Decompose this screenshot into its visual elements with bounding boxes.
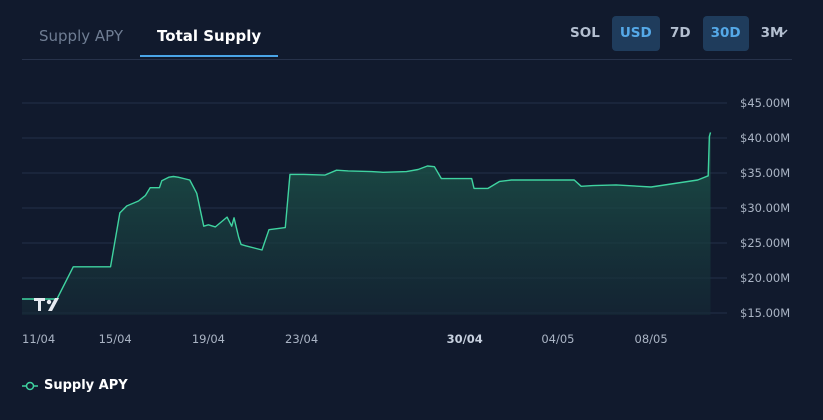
y-tick-label: $30.00M <box>740 201 790 215</box>
supply-chart: $45.00M $40.00M $35.00M $30.00M $25.00M $20.0… <box>22 96 790 346</box>
tradingview-logo-icon <box>34 298 59 311</box>
chevron-down-icon[interactable] <box>778 25 790 41</box>
legend-line-icon <box>22 381 38 390</box>
x-tick-label: 19/04 <box>192 332 225 346</box>
series-area <box>22 132 711 315</box>
y-tick-label: $35.00M <box>740 166 790 180</box>
tabs-divider <box>22 59 792 60</box>
chart-legend[interactable]: Supply APY <box>22 378 128 393</box>
legend-label: Supply APY <box>44 378 128 393</box>
x-tick-label: 23/04 <box>285 332 318 346</box>
range-7d-button[interactable]: 7D <box>670 25 691 41</box>
y-tick-label: $25.00M <box>740 236 790 250</box>
range-3m-button[interactable]: 3M <box>760 25 784 41</box>
chart-tabs: Supply APY Total Supply <box>22 16 279 59</box>
x-tick-label: 04/05 <box>541 332 574 346</box>
y-tick-label: $40.00M <box>740 131 790 145</box>
x-tick-label: 11/04 <box>22 332 55 346</box>
x-tick-label: 30/04 <box>447 332 483 346</box>
range-30d-button[interactable]: 30D <box>702 16 749 51</box>
x-tick-label: 08/05 <box>635 332 668 346</box>
x-tick-label: 15/04 <box>99 332 132 346</box>
y-tick-label: $20.00M <box>740 271 790 285</box>
currency-sol-button[interactable]: SOL <box>570 25 600 41</box>
currency-toggle: SOL USD <box>562 16 660 51</box>
y-tick-label: $15.00M <box>740 306 790 320</box>
y-tick-label: $45.00M <box>740 96 790 110</box>
series-line <box>22 132 712 300</box>
tab-total-supply[interactable]: Total Supply <box>140 16 279 57</box>
currency-usd-button[interactable]: USD <box>611 16 660 51</box>
range-toggle: 7D 30D 3M <box>662 16 791 51</box>
tab-supply-apy[interactable]: Supply APY <box>39 27 124 45</box>
